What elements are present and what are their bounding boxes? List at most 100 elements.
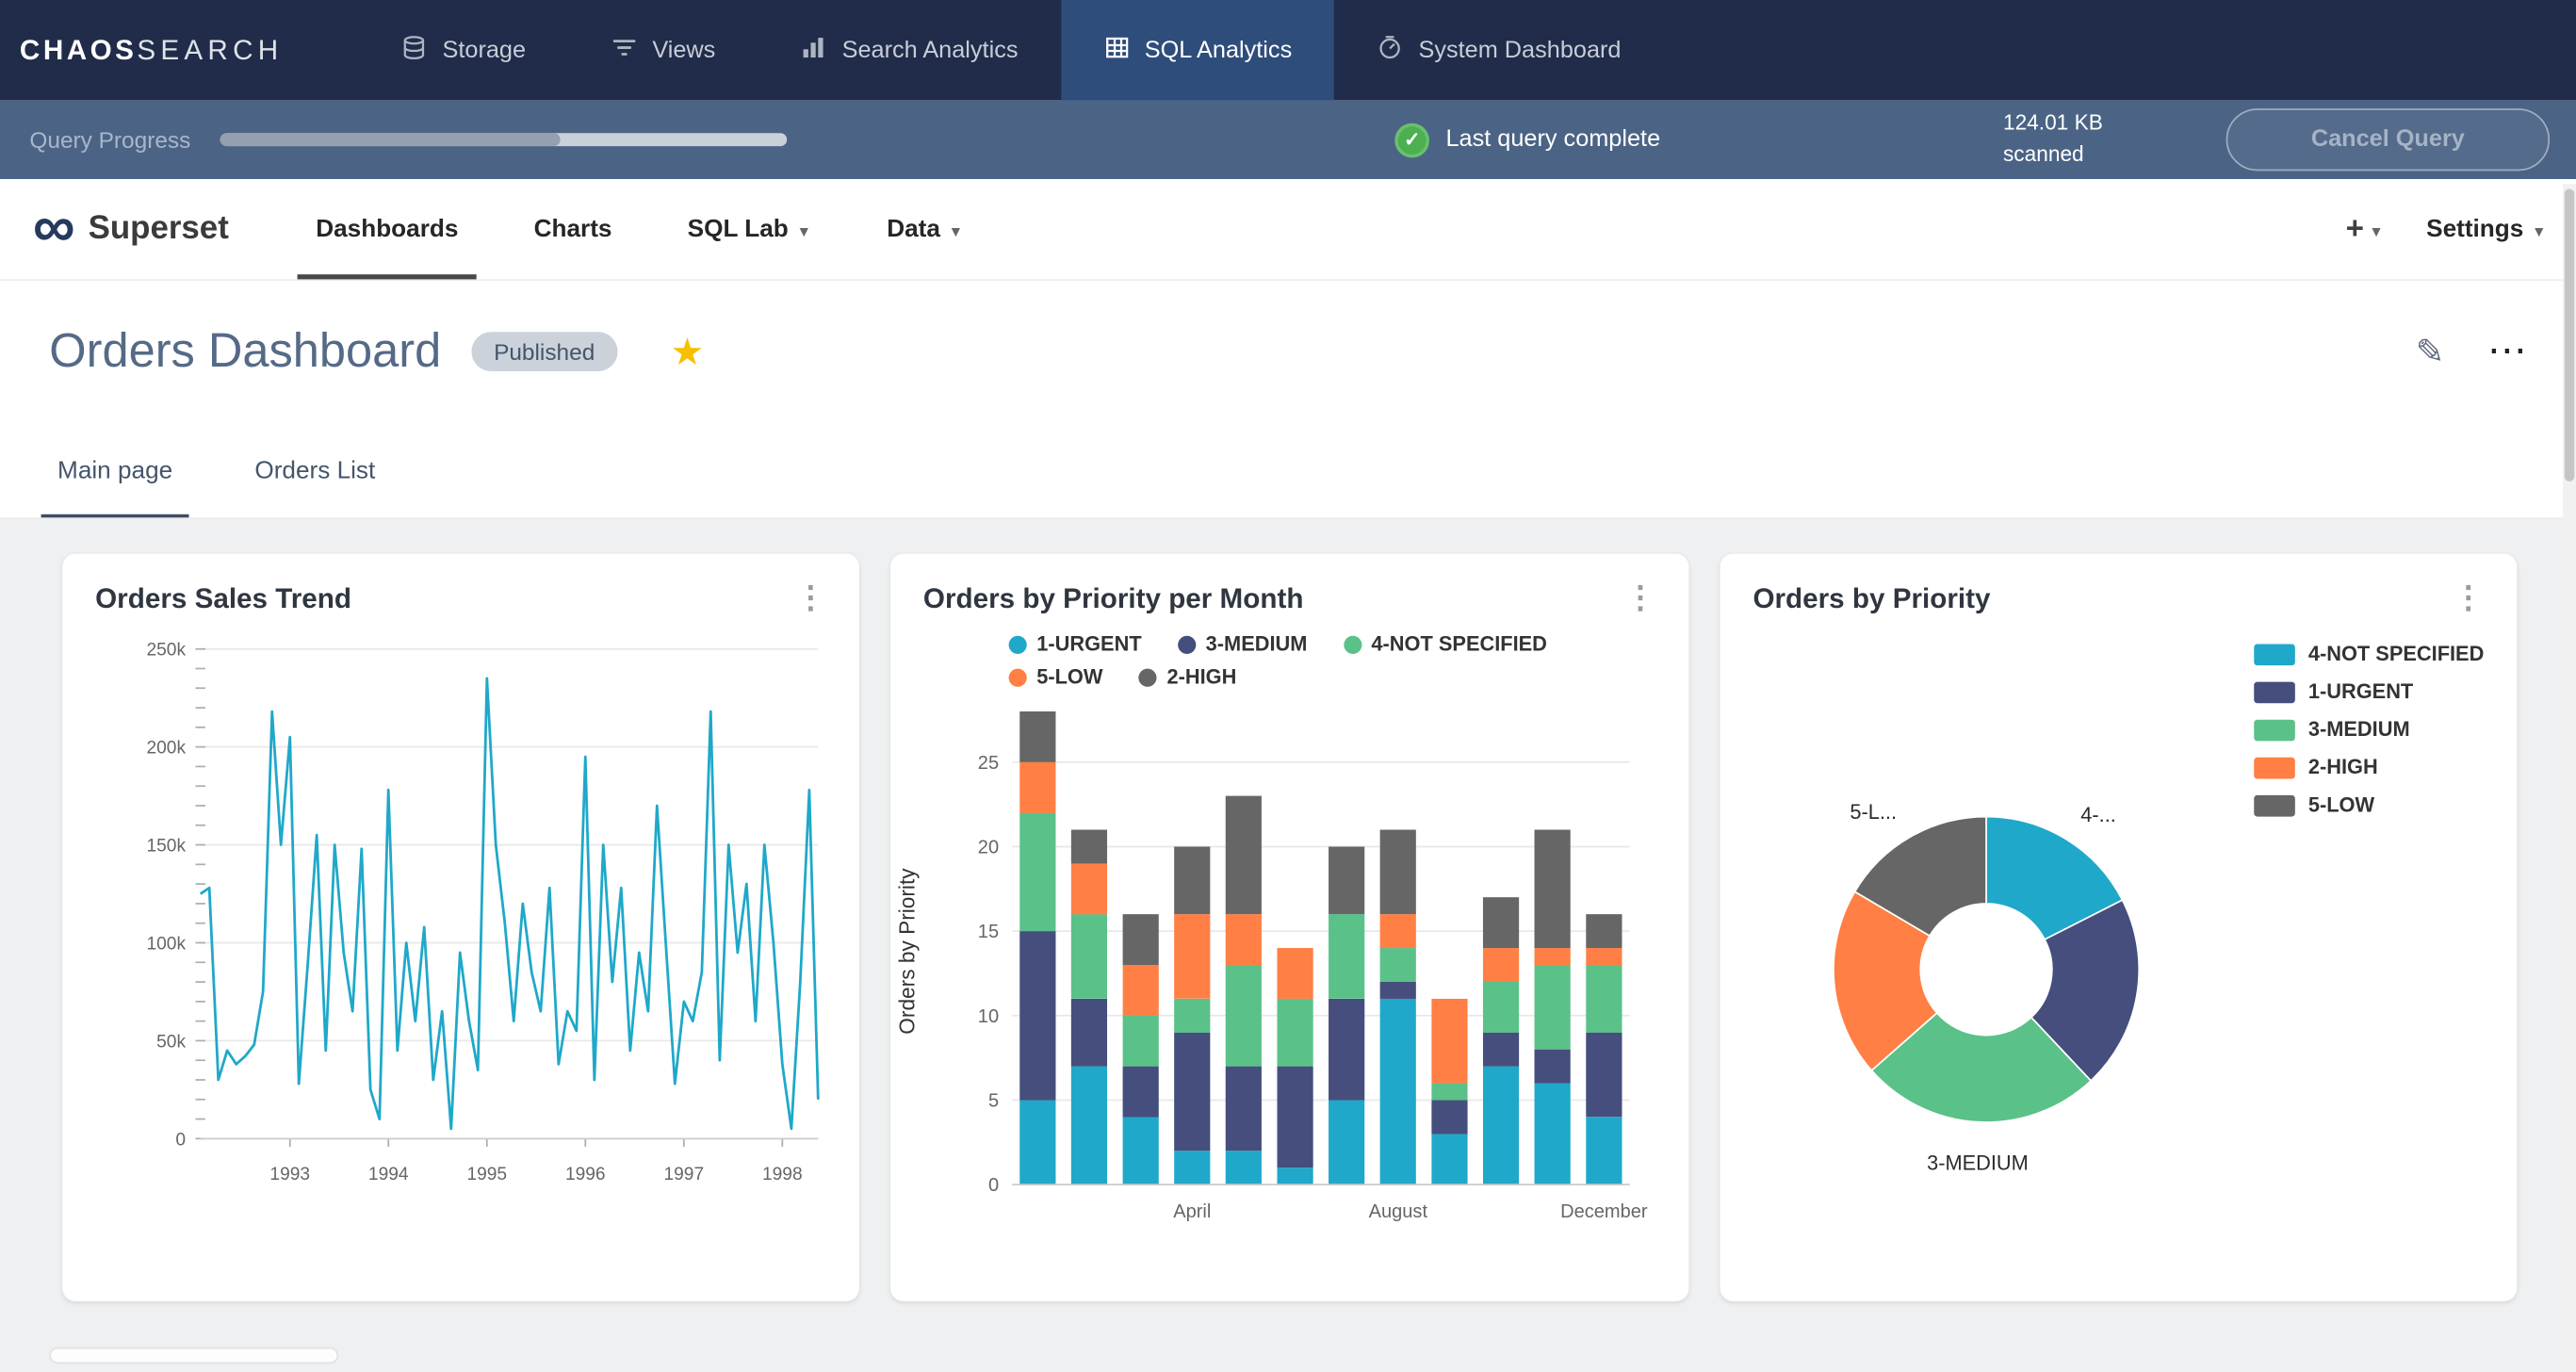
add-new-button[interactable]: + ▼ [2346, 211, 2384, 247]
topnav-item-views[interactable]: Views [568, 0, 758, 100]
dashboard-tabs: Main page Orders List [0, 422, 2576, 519]
plus-icon: + [2345, 211, 2365, 246]
tab-label: Main page [57, 455, 173, 484]
vertical-scrollbar-thumb[interactable] [2564, 188, 2575, 482]
legend-marker-icon [1343, 634, 1361, 654]
nav-item-dashboards[interactable]: Dashboards [278, 179, 496, 280]
topnav-item-sql-analytics[interactable]: SQL Analytics [1060, 0, 1335, 101]
published-badge[interactable]: Published [470, 332, 618, 372]
nav-item-data[interactable]: Data ▼ [849, 179, 1001, 279]
legend-item[interactable]: 2-HIGH [1138, 665, 1237, 689]
storage-icon [401, 34, 428, 67]
kebab-menu-icon[interactable]: ⋮ [794, 581, 827, 616]
query-status: ✓ Last query complete [1394, 122, 1660, 157]
superset-nav-right: + ▼ Settings ▼ [2346, 179, 2576, 279]
chaossearch-logo[interactable]: CHAOS SEARCH [0, 0, 359, 100]
svg-text:1996: 1996 [565, 1165, 606, 1184]
cancel-query-button[interactable]: Cancel Query [2225, 108, 2551, 172]
chevron-down-icon: ▼ [796, 222, 812, 239]
scanned-unit-label: scanned [2002, 140, 2084, 167]
scanned-amount: 124.01 KB scanned [2003, 108, 2103, 171]
query-progress-fill [220, 133, 561, 147]
svg-text:1994: 1994 [368, 1165, 409, 1184]
header-actions: ✎ ⋯ [2415, 328, 2527, 373]
nav-label: Data [887, 215, 940, 244]
svg-text:December: December [1560, 1201, 1648, 1222]
svg-text:5-L...: 5-L... [1850, 800, 1897, 824]
chart-title: Orders by Priority per Month [922, 582, 1304, 615]
brand-light: SEARCH [137, 33, 284, 65]
nav-item-sql-lab[interactable]: SQL Lab ▼ [650, 179, 850, 279]
svg-text:100k: 100k [146, 934, 186, 954]
svg-text:1993: 1993 [269, 1165, 310, 1184]
legend-item[interactable]: 5-LOW [2254, 793, 2484, 817]
nav-label: Charts [533, 215, 612, 244]
tab-main-page[interactable]: Main page [41, 422, 189, 518]
svg-text:August: August [1369, 1201, 1428, 1222]
legend-marker-icon [1008, 634, 1027, 654]
settings-menu[interactable]: Settings ▼ [2426, 215, 2546, 243]
system-dashboard-icon [1378, 34, 1404, 67]
legend-label: 5-LOW [1036, 665, 1103, 689]
legend-item[interactable]: 4-NOT SPECIFIED [1343, 632, 1547, 656]
legend-item[interactable]: 1-URGENT [2254, 680, 2484, 703]
chevron-down-icon: ▼ [2532, 222, 2547, 239]
svg-text:200k: 200k [146, 739, 186, 759]
svg-text:10: 10 [978, 1006, 999, 1027]
bar-chart-legend: 1-URGENT 3-MEDIUM 4-NOT SPECIFIED 5-LOW 2-HI… [1008, 632, 1653, 689]
topnav-item-system-dashboard[interactable]: System Dashboard [1335, 0, 1664, 100]
vertical-scrollbar-track[interactable] [2563, 184, 2576, 1372]
query-status-text: Last query complete [1445, 126, 1661, 154]
dashboard-header: Orders Dashboard Published ★ ✎ ⋯ [0, 281, 2576, 423]
chevron-down-icon: ▼ [948, 222, 964, 239]
nav-label: Dashboards [316, 215, 459, 244]
tab-orders-list[interactable]: Orders List [238, 422, 392, 517]
legend-label: 3-MEDIUM [1205, 632, 1308, 656]
topnav-label: Views [652, 37, 716, 64]
legend-label: 4-NOT SPECIFIED [1371, 632, 1547, 656]
legend-item[interactable]: 2-HIGH [2254, 756, 2484, 778]
svg-text:1995: 1995 [466, 1165, 507, 1184]
donut-chart-legend: 4-NOT SPECIFIED 1-URGENT 3-MEDIUM 2-HIGH 5-L… [2254, 643, 2484, 817]
query-progress-label: Query Progress [29, 126, 191, 154]
query-progress-track [220, 133, 788, 147]
chart-card-orders-by-priority-per-month: Orders by Priority per Month ⋮ 1-URGENT 3… [890, 553, 1689, 1301]
legend-item[interactable]: 3-MEDIUM [2254, 718, 2484, 741]
legend-label: 1-URGENT [1036, 632, 1142, 656]
svg-text:0: 0 [988, 1175, 999, 1196]
query-progress-bar: Query Progress ✓ Last query complete 124… [0, 100, 2576, 180]
superset-logo[interactable]: ∞ Superset [0, 179, 278, 279]
dashboard-content: Orders Sales Trend ⋮ 0 50k 100k 150k 200k 250… [0, 518, 2576, 1372]
legend-item[interactable]: 5-LOW [1008, 665, 1103, 689]
svg-text:1998: 1998 [762, 1165, 803, 1184]
topnav-label: SQL Analytics [1144, 37, 1293, 64]
legend-marker-icon [1138, 667, 1157, 686]
topnav-label: System Dashboard [1418, 37, 1622, 64]
svg-text:4-...: 4-... [2080, 803, 2116, 826]
legend-item[interactable]: 4-NOT SPECIFIED [2254, 643, 2484, 665]
superset-brand-name: Superset [88, 210, 229, 247]
favorite-star-icon[interactable]: ★ [670, 329, 705, 372]
topnav-item-search-analytics[interactable]: Search Analytics [758, 0, 1061, 100]
sql-analytics-icon [1103, 34, 1130, 67]
svg-text:April: April [1173, 1201, 1211, 1222]
horizontal-scrollbar-thumb[interactable] [49, 1347, 339, 1364]
superset-nav: ∞ Superset Dashboards Charts SQL Lab ▼ D… [0, 179, 2576, 282]
legend-item[interactable]: 1-URGENT [1008, 632, 1142, 656]
nav-item-charts[interactable]: Charts [497, 179, 650, 279]
legend-label: 3-MEDIUM [2307, 717, 2410, 742]
legend-marker-icon [1178, 634, 1197, 654]
edit-pencil-icon[interactable]: ✎ [2415, 333, 2445, 371]
legend-label: 2-HIGH [1166, 665, 1237, 689]
brand-bold: CHAOS [19, 33, 138, 65]
kebab-menu-icon[interactable]: ⋮ [1624, 581, 1656, 616]
topnav-label: Search Analytics [841, 37, 1019, 64]
legend-marker-icon [2254, 718, 2295, 741]
settings-label: Settings [2426, 215, 2524, 244]
legend-marker-icon [2254, 756, 2295, 778]
topnav-item-storage[interactable]: Storage [359, 0, 569, 100]
legend-item[interactable]: 3-MEDIUM [1178, 632, 1308, 656]
svg-text:15: 15 [978, 922, 999, 942]
kebab-menu-icon[interactable]: ⋮ [2453, 581, 2485, 616]
